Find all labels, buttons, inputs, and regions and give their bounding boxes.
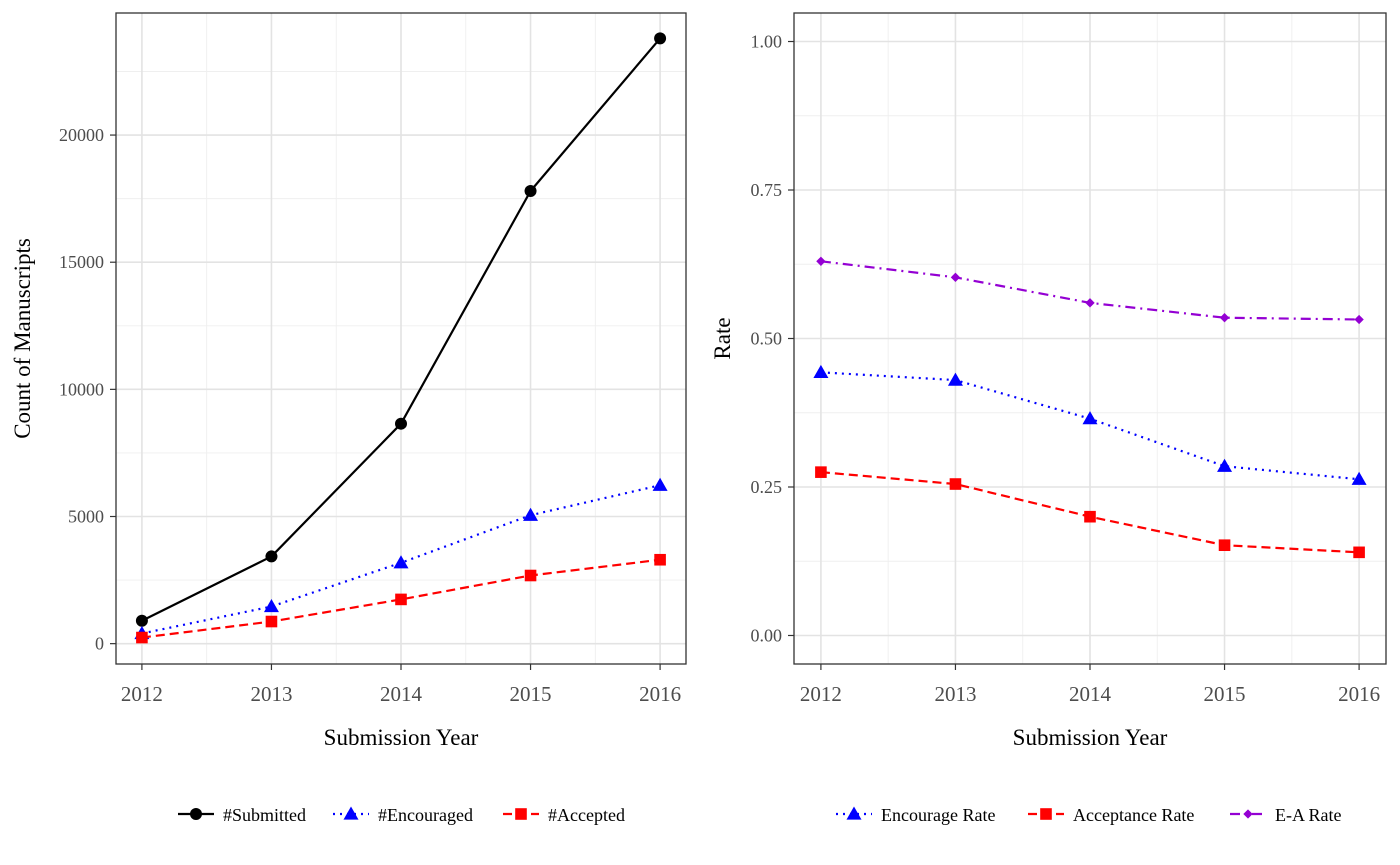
y-tick-label: 5000 <box>68 507 104 527</box>
x-tick-label: 2012 <box>800 682 842 706</box>
y-axis: 0.00 0.25 0.50 0.75 1.00 <box>751 32 794 645</box>
data-point <box>524 185 537 198</box>
legend-label: #Submitted <box>223 805 306 825</box>
data-point <box>1351 471 1367 485</box>
data-point <box>265 615 278 628</box>
y-tick-label: 0.25 <box>751 477 783 497</box>
data-point <box>523 507 539 521</box>
legend-item: #Submitted <box>178 805 306 825</box>
data-point <box>1085 298 1095 308</box>
y-axis: 0 5000 10000 15000 20000 <box>59 125 116 654</box>
data-point <box>1082 411 1098 425</box>
legend-label: E-A Rate <box>1275 805 1341 825</box>
x-tick-label: 2015 <box>510 682 552 706</box>
legend: #Submitted #Encouraged #Accepted <box>178 805 625 825</box>
chart-panel-2: 2012 2013 2014 2015 2016 0.00 0.25 0.50 0.75 1.00… <box>710 12 1387 825</box>
data-point <box>652 477 668 491</box>
data-point <box>1353 546 1365 559</box>
data-point <box>1084 510 1096 523</box>
series-e-a-rate <box>816 256 1364 325</box>
y-tick-label: 10000 <box>59 379 104 399</box>
y-tick-label: 15000 <box>59 252 104 272</box>
data-point <box>395 417 407 430</box>
chart-panel-1: 2012 2013 2014 2015 2016 0 5000 10000 15000 20000… <box>10 12 687 825</box>
data-point <box>654 32 667 45</box>
series-accepted <box>136 553 666 644</box>
legend-key-marker <box>515 808 527 820</box>
y-tick-label: 0.75 <box>751 180 783 200</box>
x-tick-label: 2014 <box>380 682 423 706</box>
legend-label: #Accepted <box>548 805 625 825</box>
legend-key-marker <box>190 808 202 820</box>
legend-item: #Accepted <box>503 805 625 825</box>
legend-item: Encourage Rate <box>836 805 995 825</box>
legend-key-marker <box>1243 809 1253 819</box>
y-axis-title: Count of Manuscripts <box>10 238 35 439</box>
data-point <box>654 553 666 566</box>
y-tick-label: 0.00 <box>751 625 783 645</box>
x-tick-label: 2013 <box>934 682 976 706</box>
data-point <box>1218 539 1231 552</box>
data-point <box>263 599 279 613</box>
legend: Encourage Rate Acceptance Rate E-A Rate <box>836 805 1341 825</box>
data-point <box>1217 458 1233 472</box>
y-tick-label: 1.00 <box>751 32 783 52</box>
data-point <box>813 364 829 378</box>
y-tick-label: 0 <box>95 634 104 654</box>
data-point <box>815 466 827 478</box>
series-encourage-rate <box>813 364 1367 485</box>
data-point <box>393 555 409 569</box>
y-tick-label: 20000 <box>59 125 104 145</box>
series-line <box>141 558 661 639</box>
data-point <box>395 593 407 606</box>
legend-label: Acceptance Rate <box>1073 805 1194 825</box>
series-acceptance-rate <box>815 466 1365 559</box>
y-tick-label: 0.50 <box>751 329 783 349</box>
legend-label: Encourage Rate <box>881 805 995 825</box>
data-point <box>950 272 961 283</box>
x-tick-label: 2015 <box>1204 682 1246 706</box>
x-tick-label: 2014 <box>1069 682 1112 706</box>
x-tick-label: 2016 <box>1338 682 1380 706</box>
x-axis-title: Submission Year <box>324 725 479 750</box>
data-point <box>947 372 963 386</box>
data-point <box>136 631 148 644</box>
legend-key-marker <box>343 806 359 820</box>
x-tick-label: 2013 <box>250 682 292 706</box>
data-point <box>949 478 962 490</box>
x-axis-title: Submission Year <box>1013 725 1168 750</box>
x-axis: 2012 2013 2014 2015 2016 <box>121 664 681 706</box>
legend-key-marker <box>1040 808 1052 820</box>
data-point <box>135 614 148 627</box>
data-point <box>265 550 278 563</box>
data-point <box>816 256 826 266</box>
data-point <box>1219 313 1230 323</box>
x-tick-label: 2012 <box>121 682 163 706</box>
data-point <box>524 569 537 582</box>
legend-key-marker <box>846 806 862 820</box>
series-submitted <box>135 32 667 627</box>
legend-item: Acceptance Rate <box>1028 805 1194 825</box>
legend-item: E-A Rate <box>1230 805 1341 825</box>
legend-item: #Encouraged <box>333 805 473 825</box>
x-tick-label: 2016 <box>639 682 681 706</box>
x-axis: 2012 2013 2014 2015 2016 <box>800 664 1380 706</box>
legend-label: #Encouraged <box>378 805 473 825</box>
data-point <box>1354 314 1364 325</box>
y-axis-title: Rate <box>710 317 735 359</box>
